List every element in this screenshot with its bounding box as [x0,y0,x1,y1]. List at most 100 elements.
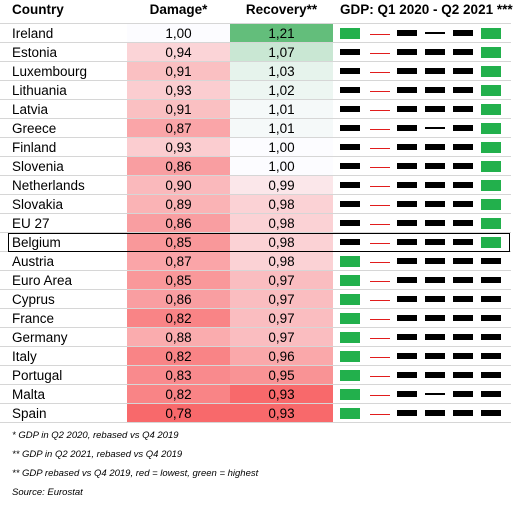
table-row: Slovakia 0,89 0,98 [0,195,531,214]
recovery-value: 1,00 [230,138,333,157]
gdp-green-block [481,180,501,191]
gdp-black-bar [425,163,445,169]
damage-value: 0,89 [127,195,230,214]
row-separator [0,384,511,385]
header-row: Country Damage* Recovery** GDP: Q1 2020 … [0,0,531,19]
recovery-value: 1,07 [230,43,333,62]
gdp-black-bar [481,372,501,378]
damage-value: 0,93 [127,81,230,100]
gdp-green-block [481,237,501,248]
gdp-red-line [370,395,390,396]
gdp-black-bar [397,201,417,207]
row-separator [0,194,511,195]
gdp-red-line [370,148,390,149]
row-separator [0,42,511,43]
recovery-value: 1,01 [230,119,333,138]
damage-value: 0,78 [127,404,230,423]
gdp-black-bar [453,372,473,378]
header-damage: Damage* [149,2,208,17]
damage-value: 0,93 [127,138,230,157]
table-row: Greece 0,87 1,01 [0,119,531,138]
gdp-black-bar [397,277,417,283]
gdp-black-bar [453,410,473,416]
gdp-black-bar [397,258,417,264]
country-name: Ireland [12,26,54,41]
gdp-black-bar [397,220,417,226]
table-row: Netherlands 0,90 0,99 [0,176,531,195]
table-row: Latvia 0,91 1,01 [0,100,531,119]
gdp-green-block [340,370,360,381]
recovery-value: 0,97 [230,328,333,347]
gdp-black-bar [425,239,445,245]
gdp-black-bar [453,182,473,188]
gdp-black-bar [340,125,360,131]
gdp-green-block [481,123,501,134]
gdp-red-line [370,110,390,111]
damage-value: 0,82 [127,309,230,328]
gdp-green-block [481,66,501,77]
gdp-black-bar [453,144,473,150]
row-separator [0,346,511,347]
row-separator [0,270,511,271]
table-row: Lithuania 0,93 1,02 [0,81,531,100]
gdp-black-bar [481,315,501,321]
gdp-black-bar [453,201,473,207]
gdp-red-line [370,91,390,92]
damage-value: 0,86 [127,290,230,309]
table-row: Finland 0,93 1,00 [0,138,531,157]
row-separator [0,23,511,24]
gdp-black-bar [397,30,417,36]
table-row: Estonia 0,94 1,07 [0,43,531,62]
gdp-black-bar [340,106,360,112]
gdp-black-bar [397,68,417,74]
gdp-black-bar [397,163,417,169]
country-name: Malta [12,387,46,402]
damage-value: 1,00 [127,24,230,43]
gdp-black-bar [425,220,445,226]
gdp-black-bar [425,296,445,302]
gdp-red-line [370,186,390,187]
row-separator [0,403,511,404]
gdp-black-bar [425,144,445,150]
gdp-black-bar [453,334,473,340]
country-name: Belgium [12,235,61,250]
table-row: Cyprus 0,86 0,97 [0,290,531,309]
gdp-red-line [370,414,390,415]
gdp-red-line [370,357,390,358]
recovery-value: 0,95 [230,366,333,385]
gdp-black-bar [425,201,445,207]
gdp-red-line [370,262,390,263]
gdp-black-bar [397,87,417,93]
gdp-black-bar [453,125,473,131]
gdp-red-line [370,53,390,54]
gdp-black-bar [340,182,360,188]
gdp-black-bar [425,277,445,283]
table-row: Germany 0,88 0,97 [0,328,531,347]
damage-value: 0,85 [127,233,230,252]
table-row: Malta 0,82 0,93 [0,385,531,404]
damage-value: 0,85 [127,271,230,290]
row-separator [0,156,511,157]
row-separator [0,99,511,100]
recovery-value: 0,99 [230,176,333,195]
gdp-black-bar [397,144,417,150]
country-name: Netherlands [12,178,85,193]
recovery-value: 1,21 [230,24,333,43]
table-row: Euro Area 0,85 0,97 [0,271,531,290]
gdp-black-bar [453,315,473,321]
table-row: France 0,82 0,97 [0,309,531,328]
gdp-red-line [370,319,390,320]
row-separator [0,118,511,119]
gdp-green-block [340,294,360,305]
recovery-value: 0,97 [230,290,333,309]
gdp-black-bar [453,87,473,93]
recovery-value: 0,93 [230,385,333,404]
gdp-black-bar [397,334,417,340]
gdp-red-line [370,34,390,35]
gdp-black-bar [453,239,473,245]
gdp-green-block [481,28,501,39]
gdp-black-bar [425,258,445,264]
gdp-black-bar [425,87,445,93]
table-row: Spain 0,78 0,93 [0,404,531,423]
recovery-value: 1,02 [230,81,333,100]
